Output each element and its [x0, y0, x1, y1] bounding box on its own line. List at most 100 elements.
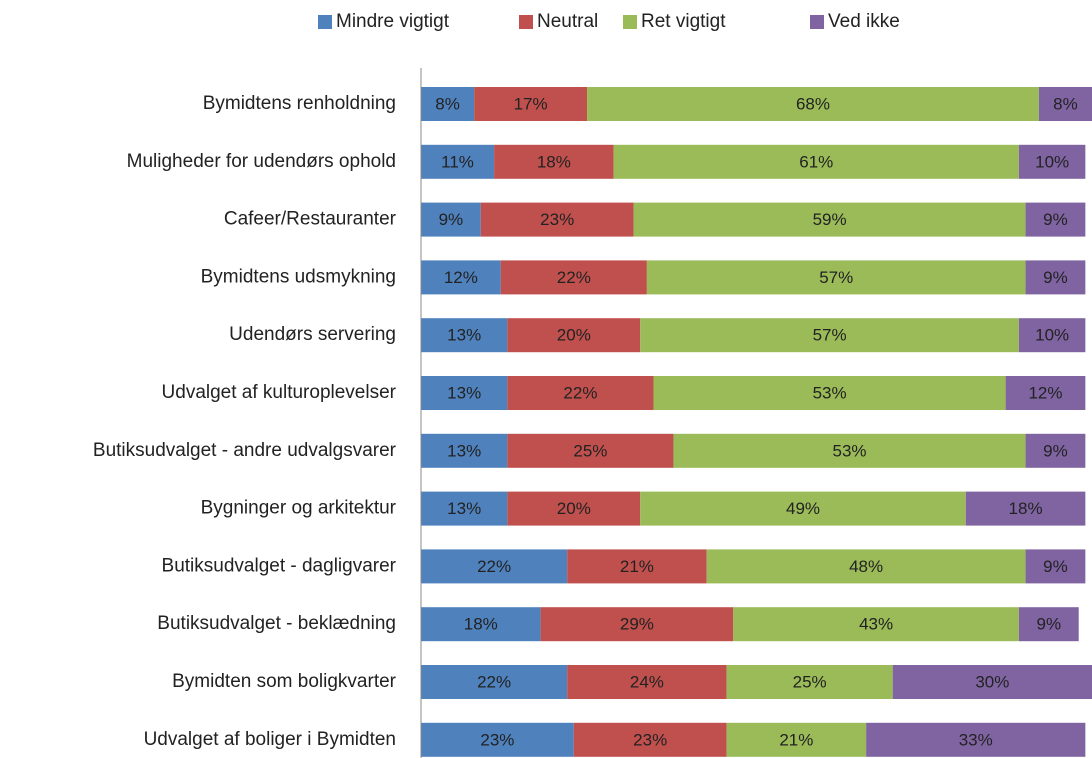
data-label: 53%	[832, 441, 866, 460]
bar-segment	[507, 376, 654, 410]
bar-segment	[507, 433, 674, 468]
data-label: 49%	[786, 499, 820, 518]
bar-segment	[673, 433, 1026, 468]
bar-segment	[421, 376, 508, 410]
y-tick-label: Udendørs servering	[229, 324, 396, 345]
bar-segment	[1018, 318, 1086, 353]
data-label: 25%	[793, 672, 827, 691]
data-label: 11%	[441, 152, 474, 171]
data-label: 18%	[1009, 499, 1043, 518]
bar-segment	[567, 549, 707, 584]
bar-segment	[494, 144, 614, 179]
bar-segment	[421, 665, 568, 699]
legend-label: Neutral	[537, 11, 598, 32]
bar-segment	[421, 549, 568, 584]
data-label: 57%	[819, 268, 853, 287]
y-tick-label: Cafeer/Restauranter	[224, 209, 397, 230]
data-label: 12%	[444, 268, 478, 287]
bar-segment	[1025, 433, 1086, 468]
legend-label: Mindre vigtigt	[336, 11, 450, 32]
bar-segment	[421, 607, 541, 642]
bar-segment	[567, 665, 727, 699]
data-label: 57%	[813, 326, 847, 345]
y-tick-label: Bymidten som boligkvarter	[172, 671, 397, 692]
bar-segment	[507, 318, 641, 353]
legend-swatch	[318, 15, 332, 29]
bar-segment	[646, 260, 1026, 295]
data-label: 53%	[813, 383, 847, 402]
data-label: 22%	[563, 383, 597, 402]
bar-segment	[726, 665, 893, 699]
bar-segment	[965, 491, 1086, 526]
y-tick-label: Butiksudvalget - dagligvarer	[162, 555, 397, 576]
data-label: 9%	[439, 210, 464, 229]
data-label: 9%	[1043, 210, 1068, 229]
data-label: 10%	[1035, 152, 1069, 171]
bar-segment	[480, 202, 634, 237]
y-tick-label: Butiksudvalget - beklædning	[157, 613, 396, 634]
bar-segment	[421, 433, 508, 468]
bar-segment	[540, 607, 734, 642]
bar-segment	[866, 722, 1086, 757]
data-label: 10%	[1035, 326, 1069, 345]
data-label: 24%	[630, 672, 664, 691]
y-tick-label: Butiksudvalget - andre udvalgsvarer	[93, 440, 397, 461]
data-label: 9%	[1037, 615, 1062, 634]
data-label: 43%	[859, 615, 893, 634]
data-label: 9%	[1043, 557, 1068, 576]
data-label: 61%	[799, 152, 833, 171]
bar-segment	[1025, 549, 1086, 584]
data-label: 8%	[1053, 94, 1078, 113]
data-label: 22%	[477, 557, 511, 576]
bar-segment	[587, 87, 1039, 121]
bar-segment	[1005, 376, 1086, 410]
bar-segment	[474, 87, 588, 121]
y-tick-label: Bymidtens udsmykning	[201, 266, 396, 287]
data-label: 23%	[480, 730, 514, 749]
data-label: 8%	[435, 94, 460, 113]
legend-swatch	[519, 15, 533, 29]
data-label: 59%	[813, 210, 847, 229]
y-tick-label: Udvalget af kulturoplevelser	[162, 382, 397, 403]
plot-area	[421, 87, 1092, 757]
data-label: 30%	[975, 672, 1009, 691]
bar-segment	[726, 722, 867, 757]
data-label: 23%	[633, 730, 667, 749]
data-label: 13%	[447, 326, 481, 345]
bar-segment	[573, 722, 727, 757]
legend-swatch	[623, 15, 637, 29]
bar-segment	[640, 318, 1019, 353]
data-label: 9%	[1043, 441, 1068, 460]
bar-segment	[1018, 144, 1086, 179]
bar-segment	[653, 376, 1006, 410]
data-label: 13%	[447, 383, 481, 402]
legend-label: Ret vigtigt	[641, 11, 726, 32]
data-label: 22%	[557, 268, 591, 287]
legend-label: Ved ikke	[828, 11, 900, 32]
bar-segment	[421, 87, 475, 121]
bar-segment	[640, 491, 966, 526]
bar-segment	[633, 202, 1026, 237]
bar-segment	[1025, 202, 1086, 237]
data-label: 13%	[447, 441, 481, 460]
bar-segment	[421, 318, 508, 353]
legend-swatch	[810, 15, 824, 29]
data-label: 48%	[849, 557, 883, 576]
data-label: 18%	[537, 152, 571, 171]
data-label: 33%	[959, 730, 993, 749]
data-label: 23%	[540, 210, 574, 229]
data-label: 29%	[620, 615, 654, 634]
bar-segment	[733, 607, 1019, 642]
bar-segment	[1018, 607, 1079, 642]
bar-segment	[500, 260, 647, 295]
data-label: 25%	[573, 441, 607, 460]
bar-segment	[706, 549, 1026, 584]
data-label: 9%	[1043, 268, 1068, 287]
bar-segment	[421, 491, 508, 526]
bar-segment	[421, 202, 481, 237]
data-label: 22%	[477, 672, 511, 691]
data-label: 21%	[779, 730, 813, 749]
data-label: 20%	[557, 499, 591, 518]
